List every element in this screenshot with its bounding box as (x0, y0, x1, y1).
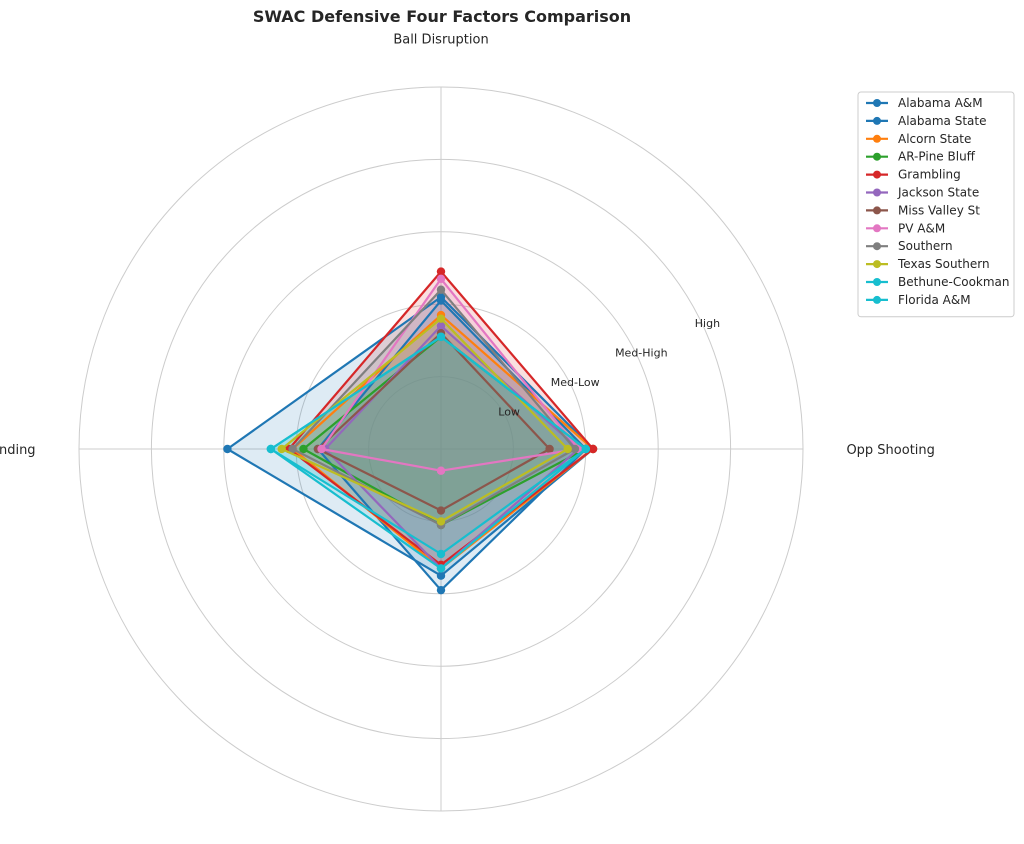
legend-swatch-marker (873, 206, 881, 215)
data-point-ar-pine-bluff-def-rebounding (299, 444, 308, 454)
data-point-alabama-a-m-def-rebounding (223, 444, 232, 454)
data-point-texas-southern-ball-disruption (436, 314, 446, 323)
series-area-jackson-state (325, 325, 579, 569)
data-point-florida-a-m-def-rebounding (266, 444, 276, 454)
chart-title: SWAC Defensive Four Factors Comparison (253, 7, 631, 26)
legend-item-bethune-cookman: Bethune-Cookman (866, 275, 1010, 289)
data-point-pv-a-m-ball-disruption (436, 274, 446, 284)
data-point-florida-a-m-opp-shooting (581, 444, 590, 454)
legend-swatch-marker (873, 224, 881, 233)
legend-label: Bethune-Cookman (898, 275, 1010, 289)
legend-swatch-marker (873, 278, 881, 286)
data-point-jackson-state-ball-disruption (436, 321, 446, 331)
data-point-miss-valley-st-opp-shooting (545, 444, 554, 454)
data-point-florida-a-m-opp-ft-rate (436, 564, 446, 573)
series-area-pv-a-m (321, 278, 579, 471)
data-point-grambling-ball-disruption (436, 267, 446, 276)
legend-label: Texas Southern (897, 257, 990, 271)
legend-swatch-marker (873, 242, 881, 251)
data-point-alabama-a-m-opp-ft-rate (436, 571, 446, 580)
data-point-alabama-state-ball-disruption (436, 296, 446, 305)
series-florida-a-m (266, 332, 590, 573)
legend-swatch-marker (873, 188, 881, 197)
legend-label: Southern (898, 239, 953, 253)
data-point-texas-southern-opp-ft-rate (436, 517, 446, 526)
legend-item-miss-valley-st: Miss Valley St (866, 203, 980, 217)
series-area-miss-valley-st (317, 333, 550, 511)
legend-item-alabama-state: Alabama State (866, 114, 987, 128)
legend-swatch-marker (873, 170, 881, 179)
legend-swatch-marker (873, 260, 881, 269)
series-lines (223, 267, 598, 595)
legend-swatch-marker (873, 99, 881, 107)
data-point-grambling-opp-shooting (588, 444, 598, 454)
legend-item-texas-southern: Texas Southern (866, 257, 990, 271)
legend-label: Florida A&M (898, 293, 971, 307)
data-point-southern-ball-disruption (436, 285, 446, 294)
legend-item-alcorn-state: Alcorn State (866, 132, 971, 146)
legend-swatch-marker (873, 134, 881, 143)
data-point-southern-def-rebounding (288, 444, 297, 454)
series-area-alabama-a-m (227, 297, 593, 576)
data-point-pv-a-m-def-rebounding (317, 444, 326, 454)
legend-item-pv-a-m: PV A&M (866, 221, 945, 235)
ring-label-med-high: Med-High (615, 346, 668, 359)
series-area-southern (292, 289, 575, 525)
legend: Alabama A&M Alabama State Alcorn State AR-P… (857, 91, 1015, 318)
legend-item-alabama-a-m: Alabama A&M (866, 96, 983, 110)
data-point-miss-valley-st-opp-ft-rate (436, 506, 446, 515)
data-point-texas-southern-opp-shooting (563, 444, 572, 454)
ring-label-low: Low (498, 405, 520, 418)
axis-label-ball-disruption: Ball Disruption (393, 33, 488, 48)
data-point-southern-opp-shooting (570, 444, 580, 454)
legend-swatch-marker (873, 116, 881, 125)
legend-label: Grambling (898, 168, 961, 182)
legend-box (857, 91, 1015, 318)
series-area-texas-southern (281, 318, 568, 522)
data-point-bethune-cookman-opp-ft-rate (436, 549, 446, 559)
legend-label: Jackson State (897, 186, 979, 200)
legend-item-jackson-state: Jackson State (866, 186, 979, 200)
legend-label: AR-Pine Bluff (898, 150, 976, 164)
data-point-pv-a-m-opp-ft-rate (436, 466, 446, 475)
data-point-florida-a-m-ball-disruption (436, 332, 446, 341)
legend-item-ar-pine-bluff: AR-Pine Bluff (866, 150, 976, 164)
data-point-alabama-state-opp-ft-rate (436, 585, 446, 595)
legend-item-grambling: Grambling (866, 168, 961, 182)
legend-swatch-marker (873, 295, 881, 304)
legend-item-southern: Southern (866, 239, 953, 253)
legend-label: Alabama State (898, 114, 987, 128)
axis-label-opp-shooting: Opp Shooting (846, 443, 934, 458)
legend-item-florida-a-m: Florida A&M (866, 293, 971, 307)
data-point-texas-southern-def-rebounding (277, 444, 286, 454)
ring-labels: Low Med-Low Med-High High (498, 317, 720, 419)
legend-label: Alabama A&M (898, 96, 983, 110)
axis-label-def-rebounding: Def Rebounding (0, 443, 36, 458)
ring-label-med-low: Med-Low (551, 376, 600, 389)
ring-label-high: High (695, 317, 720, 330)
legend-label: PV A&M (898, 221, 945, 235)
legend-label: Alcorn State (898, 132, 971, 146)
series-area-bethune-cookman (270, 336, 586, 554)
legend-label: Miss Valley St (898, 203, 980, 217)
legend-swatch-marker (873, 152, 881, 161)
